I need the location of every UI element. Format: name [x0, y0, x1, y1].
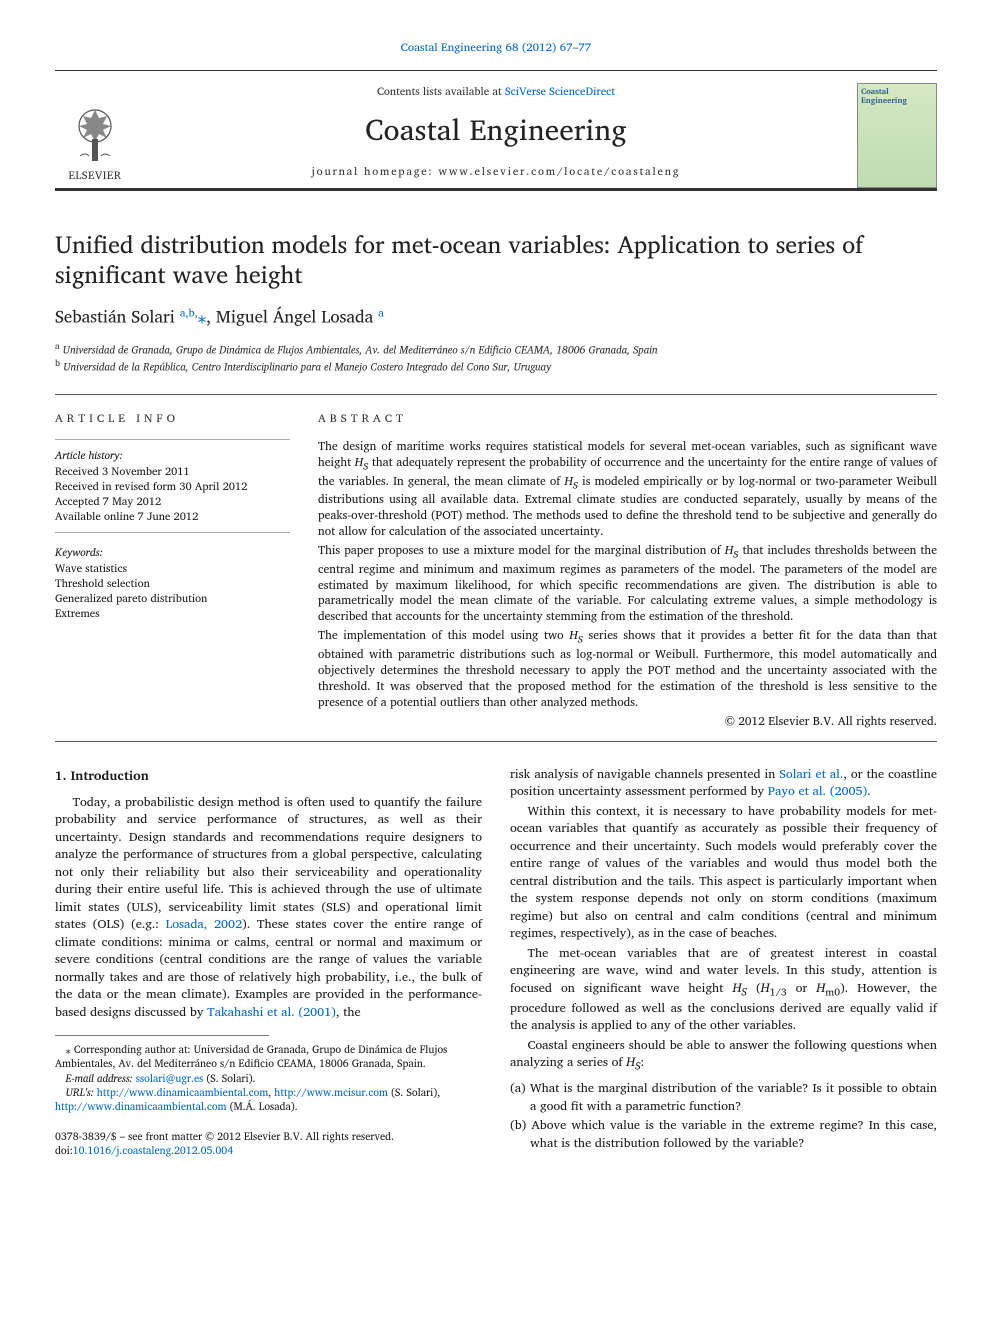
abstract-copyright: © 2012 Elsevier B.V. All rights reserved…	[318, 714, 937, 730]
body-column-right: risk analysis of navigable channels pres…	[510, 766, 937, 1158]
ref-link[interactable]: Losada, 2002	[166, 914, 243, 934]
journal-homepage: journal homepage: www.elsevier.com/locat…	[135, 164, 857, 179]
divider	[55, 741, 937, 742]
question-list: (a) What is the marginal distribution of…	[530, 1080, 937, 1152]
question-a: (a) What is the marginal distribution of…	[530, 1080, 937, 1115]
affiliation-a: a Universidad de Granada, Grupo de Dinám…	[55, 340, 937, 357]
urls-line: URL's: http://www.dinamicaambiental.com,…	[55, 1085, 482, 1113]
publisher-logo-block: ELSEVIER	[55, 88, 135, 183]
footnotes: ⁎ Corresponding author at: Universidad d…	[55, 1042, 482, 1113]
sciencedirect-link[interactable]: SciVerse ScienceDirect	[505, 82, 615, 100]
history-label: Article history:	[55, 448, 290, 463]
masthead: ELSEVIER Contents lists available at Sci…	[55, 70, 937, 191]
journal-reference: Coastal Engineering 68 (2012) 67–77	[55, 40, 937, 56]
doi-prefix: doi:	[55, 1141, 73, 1159]
intro-p1: Today, a probabilistic design method is …	[55, 794, 482, 1022]
abstract-text: The design of maritime works requires st…	[318, 439, 937, 729]
intro-p4: Coastal engineers should be able to answ…	[510, 1037, 937, 1075]
ref-link[interactable]: Takahashi et al. (2001)	[207, 1002, 336, 1022]
contents-prefix: Contents lists available at	[377, 82, 505, 100]
bottom-matter: 0378-3839/$ – see front matter © 2012 El…	[55, 1129, 482, 1157]
url-who-1: (S. Solari),	[388, 1083, 440, 1101]
article-info-column: ARTICLE INFO Article history: Received 3…	[55, 411, 290, 733]
article-title: Unified distribution models for met-ocea…	[55, 229, 937, 289]
info-abstract-row: ARTICLE INFO Article history: Received 3…	[55, 411, 937, 733]
abstract-column: ABSTRACT The design of maritime works re…	[318, 411, 937, 733]
body-column-left: 1. Introduction Today, a probabilistic d…	[55, 766, 482, 1158]
doi-line: doi:10.1016/j.coastaleng.2012.05.004	[55, 1143, 482, 1157]
info-divider	[55, 439, 290, 440]
cover-thumbnail-title: Coastal Engineering	[861, 87, 933, 105]
keywords-list: Wave statistics Threshold selection Gene…	[55, 561, 290, 620]
journal-title: Coastal Engineering	[135, 109, 857, 150]
question-b: (b) Above which value is the variable in…	[530, 1117, 937, 1152]
journal-reference-link[interactable]: Coastal Engineering 68 (2012) 67–77	[401, 38, 592, 57]
url-link-3[interactable]: http://www.dinamicaambiental.com	[55, 1097, 227, 1115]
abstract-p1: The design of maritime works requires st…	[318, 439, 937, 540]
history-online: Available online 7 June 2012	[55, 509, 290, 524]
contents-available-line: Contents lists available at SciVerse Sci…	[135, 84, 857, 99]
history-text: Received 3 November 2011 Received in rev…	[55, 464, 290, 523]
affiliation-a-text: Universidad de Granada, Grupo de Dinámic…	[63, 340, 658, 358]
affiliation-b: b Universidad de la República, Centro In…	[55, 357, 937, 374]
intro-p2: Within this context, it is necessary to …	[510, 803, 937, 943]
ref-link[interactable]: Payo et al. (2005)	[768, 781, 868, 801]
keywords-label: Keywords:	[55, 545, 290, 560]
masthead-center: Contents lists available at SciVerse Sci…	[135, 84, 857, 187]
divider	[55, 394, 937, 395]
affiliations: a Universidad de Granada, Grupo de Dinám…	[55, 340, 937, 374]
author-list: Sebastián Solari a,b,⁎, Miguel Ángel Los…	[55, 305, 937, 329]
abstract-p2: This paper proposes to use a mixture mod…	[318, 543, 937, 625]
publisher-name: ELSEVIER	[69, 168, 122, 183]
doi-link[interactable]: 10.1016/j.coastaleng.2012.05.004	[73, 1141, 233, 1159]
intro-p3: The met-ocean variables that are of grea…	[510, 945, 937, 1035]
info-divider	[55, 532, 290, 533]
section-heading-intro: 1. Introduction	[55, 766, 482, 784]
corresponding-author-note: ⁎ Corresponding author at: Universidad d…	[55, 1042, 482, 1070]
body-columns: 1. Introduction Today, a probabilistic d…	[55, 766, 937, 1158]
footnote-rule	[55, 1035, 269, 1036]
elsevier-tree-icon	[65, 104, 125, 164]
affiliation-b-text: Universidad de la República, Centro Inte…	[63, 357, 551, 375]
keyword: Extremes	[55, 606, 290, 621]
article-info-label: ARTICLE INFO	[55, 411, 290, 427]
journal-cover-thumbnail: Coastal Engineering	[857, 83, 937, 188]
url-who-2: (M.Á. Losada).	[227, 1097, 298, 1115]
abstract-p3: The implementation of this model using t…	[318, 628, 937, 710]
intro-continuation: risk analysis of navigable channels pres…	[510, 766, 937, 801]
abstract-label: ABSTRACT	[318, 411, 937, 427]
